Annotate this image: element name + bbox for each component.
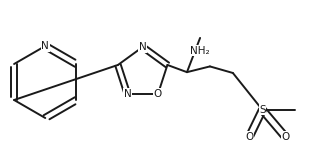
Text: N: N [124,89,131,99]
Text: N: N [139,42,147,52]
Text: O: O [154,89,162,99]
Text: O: O [245,132,254,142]
Text: N: N [41,41,49,51]
Text: NH₂: NH₂ [190,46,210,56]
Text: S: S [259,105,266,115]
Text: O: O [281,132,290,142]
